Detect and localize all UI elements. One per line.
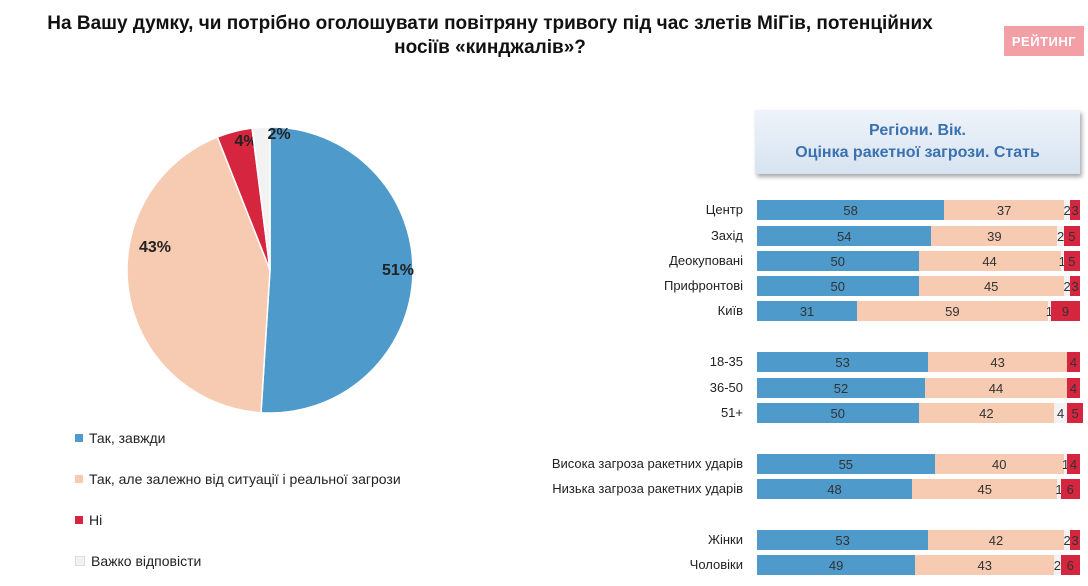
bar-segment: 50 xyxy=(757,276,919,296)
bar-segment: 58 xyxy=(757,200,945,220)
bar-row-label: Захід xyxy=(710,228,743,243)
bar-segment: 5 xyxy=(1063,226,1080,246)
pie-label: 4% xyxy=(234,133,257,150)
bar-segment: 31 xyxy=(757,301,858,321)
bar-segment: 2 xyxy=(1063,200,1071,220)
bar-chart-title: Регіони. Вік. Оцінка ракетної загрози. Ст… xyxy=(755,110,1080,174)
pie-label: 43% xyxy=(139,239,171,256)
bar-segment: 1 xyxy=(1046,301,1053,321)
chart-title: На Вашу думку, чи потрібно оголошувати п… xyxy=(47,13,933,58)
bar-segment: 40 xyxy=(934,454,1064,474)
bar-segment: 44 xyxy=(924,378,1068,398)
bar-segment: 4 xyxy=(1067,378,1080,398)
bar-segment: 43 xyxy=(928,352,1068,372)
bar-segment: 52 xyxy=(757,378,925,398)
bar-segment: 54 xyxy=(757,226,932,246)
bar-segment: 50 xyxy=(757,403,919,423)
bar-segment: 2 xyxy=(1063,276,1071,296)
bar-row-label: Чоловіки xyxy=(689,557,743,572)
bar-row-label: Висока загроза ракетних ударів xyxy=(551,456,743,471)
legend-label: Так, завжди xyxy=(89,430,166,446)
bar-segment: 42 xyxy=(918,403,1055,423)
legend-item: Так, але залежно від ситуації і реальної… xyxy=(75,471,401,487)
bar-segment: 1 xyxy=(1062,454,1069,474)
pie-label: 51% xyxy=(382,262,414,279)
legend-swatch xyxy=(75,516,83,524)
legend-label: Важко відповісти xyxy=(91,553,202,569)
bar-segment: 1 xyxy=(1059,251,1066,271)
legend-swatch xyxy=(75,434,83,442)
bar-row-label: 51+ xyxy=(720,405,743,420)
bar-segment: 55 xyxy=(757,454,935,474)
bar-row-label: Прифронтові xyxy=(663,278,743,293)
bar-segment: 43 xyxy=(915,555,1055,575)
bar-segment: 3 xyxy=(1070,276,1080,296)
bar-segment: 45 xyxy=(912,479,1058,499)
legend-item: Ні xyxy=(75,512,102,528)
bar-row-label: 18-35 xyxy=(709,354,743,369)
pie-slice xyxy=(260,126,414,414)
bar-segment: 4 xyxy=(1054,403,1068,423)
bar-row-label: Центр xyxy=(705,202,743,217)
bar-row-label: Деокуповані xyxy=(669,253,743,268)
legend-label: Так, але залежно від ситуації і реальної… xyxy=(89,471,401,487)
legend-item: Так, завжди xyxy=(75,430,165,446)
bar-segment: 5 xyxy=(1067,403,1084,423)
bar-segment: 5 xyxy=(1063,251,1080,271)
bar-segment: 3 xyxy=(1070,530,1080,550)
pie-label: 2% xyxy=(267,126,290,143)
pie-chart: 51% 43% 4% 2% xyxy=(126,126,414,414)
bar-segment: 50 xyxy=(757,251,919,271)
bar-row-label: Жінки xyxy=(707,532,743,547)
bar-segment: 9 xyxy=(1050,301,1080,321)
bar-segment: 6 xyxy=(1060,555,1080,575)
bar-row-label: 36-50 xyxy=(709,380,743,395)
bar-segment: 45 xyxy=(918,276,1064,296)
legend-swatch xyxy=(75,475,83,483)
bar-segment: 1 xyxy=(1055,479,1063,499)
bar-segment: 6 xyxy=(1060,479,1080,499)
pie-slice xyxy=(251,126,271,271)
bar-row-label: Київ xyxy=(717,303,743,318)
legend-swatch xyxy=(75,556,85,566)
legend-item: Важко відповісти xyxy=(75,553,201,569)
legend-label: Ні xyxy=(89,512,103,528)
bar-segment: 4 xyxy=(1067,454,1080,474)
bar-segment: 2 xyxy=(1063,530,1071,550)
pie-slice xyxy=(126,136,271,414)
bar-segment: 53 xyxy=(757,530,929,550)
bar-segment: 2 xyxy=(1057,226,1064,246)
bar-segment: 2 xyxy=(1054,555,1061,575)
rating-logo: РЕЙТИНГ xyxy=(1004,26,1084,56)
bar-segment: 53 xyxy=(757,352,929,372)
bar-segment: 44 xyxy=(918,251,1061,271)
bar-segment: 59 xyxy=(857,301,1048,321)
bar-segment: 3 xyxy=(1070,200,1080,220)
bar-segment: 37 xyxy=(944,200,1064,220)
bar-segment: 39 xyxy=(931,226,1058,246)
bar-segment: 42 xyxy=(928,530,1064,550)
bar-segment: 48 xyxy=(757,479,913,499)
bar-segment: 49 xyxy=(757,555,916,575)
bar-segment: 4 xyxy=(1067,352,1080,372)
bar-row-label: Низька загроза ракетних ударів xyxy=(552,481,743,496)
